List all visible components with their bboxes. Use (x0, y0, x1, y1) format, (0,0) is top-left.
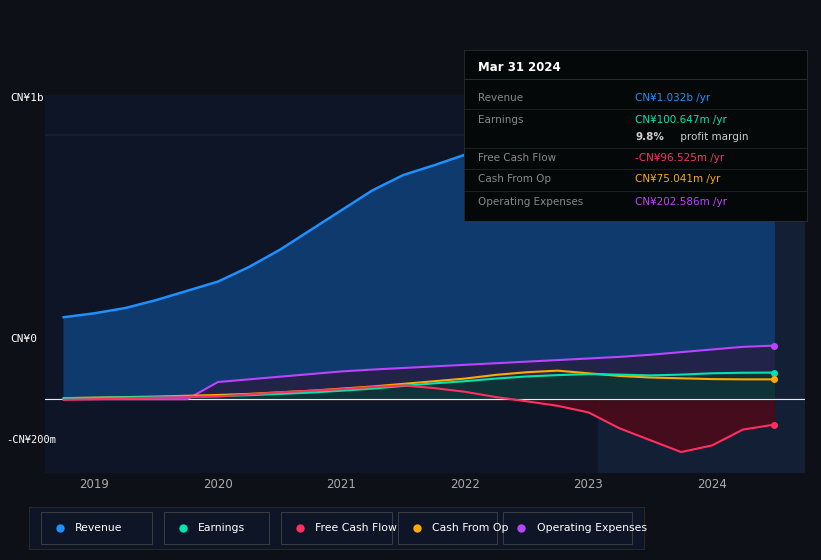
Bar (599, 95, 821, 473)
Text: Earnings: Earnings (478, 115, 523, 124)
Text: CN¥1b: CN¥1b (11, 93, 44, 103)
Text: Revenue: Revenue (75, 523, 122, 533)
Text: -CN¥96.525m /yr: -CN¥96.525m /yr (635, 153, 725, 163)
Text: Earnings: Earnings (198, 523, 245, 533)
Text: CN¥1.032b /yr: CN¥1.032b /yr (635, 93, 711, 103)
Text: -CN¥200m: -CN¥200m (6, 435, 56, 445)
Text: Mar 31 2024: Mar 31 2024 (478, 60, 561, 74)
Text: CN¥75.041m /yr: CN¥75.041m /yr (635, 174, 721, 184)
Text: CN¥202.586m /yr: CN¥202.586m /yr (635, 197, 727, 207)
Bar (398, 512, 497, 544)
Text: Free Cash Flow: Free Cash Flow (315, 523, 397, 533)
Text: Operating Expenses: Operating Expenses (537, 523, 647, 533)
Text: 9.8%: 9.8% (635, 132, 664, 142)
Text: Cash From Op: Cash From Op (432, 523, 508, 533)
Text: Free Cash Flow: Free Cash Flow (478, 153, 556, 163)
Text: Operating Expenses: Operating Expenses (478, 197, 583, 207)
Bar (503, 512, 632, 544)
Text: Cash From Op: Cash From Op (478, 174, 551, 184)
Bar (281, 512, 392, 544)
Text: profit margin: profit margin (677, 132, 748, 142)
Bar (164, 512, 269, 544)
Bar (41, 512, 152, 544)
Text: CN¥0: CN¥0 (11, 334, 38, 344)
Text: CN¥100.647m /yr: CN¥100.647m /yr (635, 115, 727, 124)
Text: Revenue: Revenue (478, 93, 523, 103)
